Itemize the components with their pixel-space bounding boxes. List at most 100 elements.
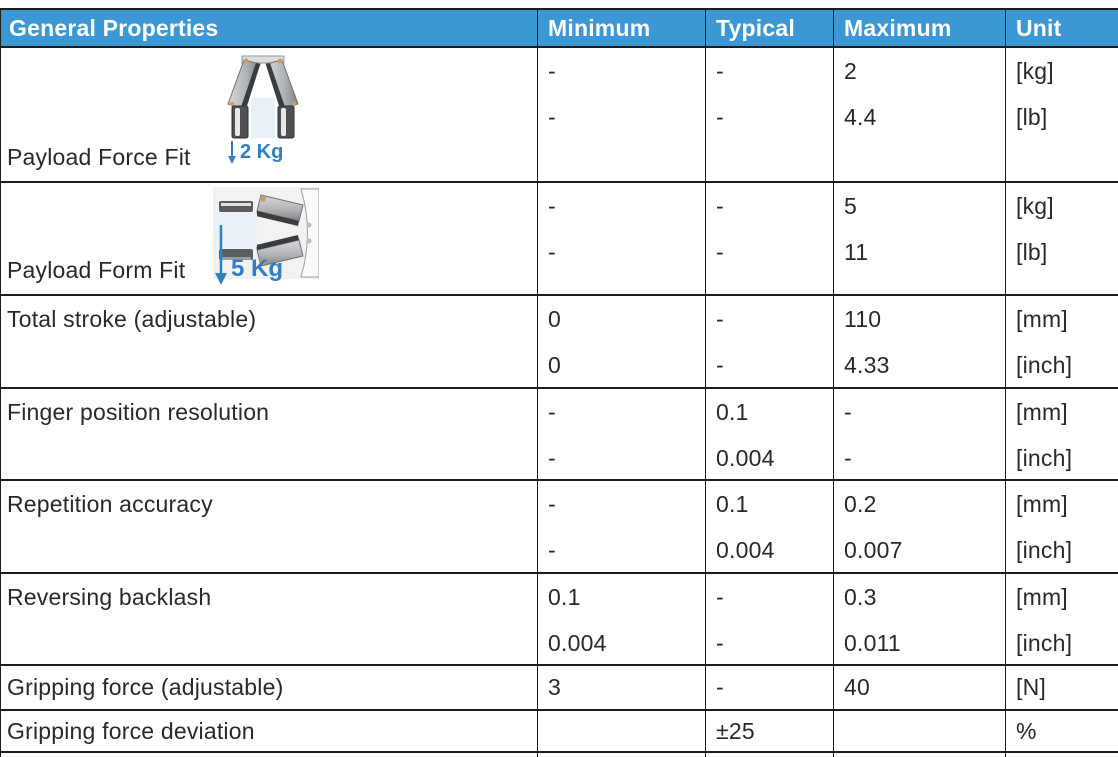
cell-property: 2 Kg Payload Force Fit: [0, 48, 537, 181]
down-arrow-icon: [215, 225, 227, 285]
value-typ: -: [716, 305, 724, 332]
value-unit: [mm]: [1016, 305, 1068, 332]
value-min: -: [548, 444, 556, 471]
value-typ: 0.004: [716, 536, 775, 563]
value-min: 3: [548, 674, 561, 700]
value-typ: -: [716, 351, 724, 378]
value-min: [548, 711, 705, 751]
value-unit: [inch]: [1016, 351, 1073, 378]
value-unit: [inch]: [1016, 629, 1073, 656]
table-row: 5 Kg Payload Form Fit - - - -5 11 [kg] [lb]: [0, 183, 1118, 296]
row-label: Total stroke (adjustable): [7, 305, 257, 332]
cell-unit: [N]: [1005, 666, 1118, 709]
value-typ: 0.1: [716, 490, 749, 517]
cell-max: --: [833, 389, 1005, 481]
value-typ: -: [716, 629, 724, 656]
table-row-partial: [0, 753, 1118, 757]
cell-property: 5 Kg Payload Form Fit: [0, 183, 537, 294]
value-unit: [mm]: [1016, 490, 1068, 517]
cell-stub: [705, 753, 833, 757]
value-unit: [inch]: [1016, 536, 1073, 563]
cell-typ: --: [705, 296, 833, 388]
row-label: Gripping force deviation: [7, 717, 255, 744]
value-typ: -: [716, 674, 724, 700]
value-typ: -: [716, 583, 724, 610]
value-max: -: [844, 444, 852, 471]
value-max: 0.007: [844, 536, 903, 563]
row-label: Gripping force (adjustable): [7, 674, 284, 700]
cell-typ: 0.1 0.004: [705, 481, 833, 573]
header-typical: Typical: [705, 10, 833, 46]
cell-unit: [mm] [inch]: [1005, 574, 1118, 666]
value-max: 0.2: [844, 490, 877, 517]
caption-text: 5 Kg: [231, 255, 284, 282]
value-min: -: [548, 490, 556, 517]
value-min: 0: [548, 351, 561, 378]
table-row: 2 Kg Payload Force Fit - - - -2 4.4 [kg] [lb]: [0, 48, 1118, 183]
cell-unit: [kg] [lb]: [1005, 48, 1118, 181]
value-min: -: [548, 103, 556, 130]
value-unit: [kg]: [1016, 192, 1054, 219]
header-unit: Unit: [1005, 10, 1118, 46]
value-unit: [mm]: [1016, 398, 1068, 425]
table-row: Gripping force (adjustable) 3 - 40 [N]: [0, 666, 1118, 711]
value-max: 5: [844, 192, 857, 219]
row-label: Payload Force Fit: [7, 144, 191, 170]
cell-unit: [kg] [lb]: [1005, 183, 1118, 294]
value-min: -: [548, 398, 556, 425]
value-max: 4.33: [844, 351, 890, 378]
cell-typ: -: [705, 666, 833, 709]
gripper-form-fit-image: [213, 187, 320, 279]
table-row: Finger position resolution - -0.1 0.004- - [m…: [0, 389, 1118, 481]
cell-min: --: [537, 48, 705, 181]
value-typ: 0.004: [716, 444, 775, 471]
value-min: -: [548, 238, 556, 265]
table-row: Total stroke (adjustable) 0 0- -110 4.33 [mm]…: [0, 296, 1118, 389]
value-max: 110: [844, 305, 882, 332]
value-min: 0.1: [548, 583, 581, 610]
cell-typ: --: [705, 48, 833, 181]
gripper-force-fit-image: [215, 52, 311, 140]
value-min: -: [548, 192, 556, 219]
value-unit: [N]: [1016, 674, 1046, 700]
table-row: Reversing backlash 0.1 0.004 - - 0.3 0.011 [mm]…: [0, 574, 1118, 666]
value-max: 40: [844, 674, 870, 700]
value-min: 0.004: [548, 629, 607, 656]
cell-stub: [537, 753, 705, 757]
cell-stub: [1005, 753, 1118, 757]
value-typ: -: [716, 57, 724, 84]
cell-property: Repetition accuracy: [0, 481, 537, 573]
cell-max: 40: [833, 666, 1005, 709]
row-label: Reversing backlash: [7, 583, 212, 610]
value-max: 0.011: [844, 629, 901, 656]
value-unit: [kg]: [1016, 57, 1054, 84]
cell-max: 2 4.4: [833, 48, 1005, 181]
cell-unit: [mm] [inch]: [1005, 481, 1118, 573]
cell-property: Finger position resolution: [0, 389, 537, 481]
payload-weight-caption: 5 Kg: [215, 225, 283, 285]
value-max: 4.4: [844, 103, 877, 130]
value-max: 11: [844, 238, 869, 265]
table-row: Gripping force deviation ±25%: [0, 711, 1118, 753]
header-general-properties: General Properties: [0, 10, 537, 46]
value-max: 0.3: [844, 583, 877, 610]
value-unit: [lb]: [1016, 238, 1048, 265]
table-body: 2 Kg Payload Force Fit - - - -2 4.4 [kg] [lb] 5 …: [0, 48, 1118, 757]
cell-stub: [833, 753, 1005, 757]
cell-max: 0.2 0.007: [833, 481, 1005, 573]
cell-min: [537, 711, 705, 751]
cell-unit: [mm] [inch]: [1005, 296, 1118, 388]
down-arrow-icon: [228, 141, 236, 164]
cell-property: Total stroke (adjustable): [0, 296, 537, 388]
value-typ: ±25: [716, 717, 755, 744]
cell-stub: [0, 753, 537, 757]
header-maximum: Maximum: [833, 10, 1005, 46]
cell-max: 5 11: [833, 183, 1005, 294]
cell-min: --: [537, 389, 705, 481]
cell-typ: 0.1 0.004: [705, 389, 833, 481]
value-min: -: [548, 57, 556, 84]
value-typ: 0.1: [716, 398, 749, 425]
payload-weight-caption: 2 Kg: [227, 140, 283, 164]
cell-typ: ±25: [705, 711, 833, 751]
cell-min: --: [537, 481, 705, 573]
